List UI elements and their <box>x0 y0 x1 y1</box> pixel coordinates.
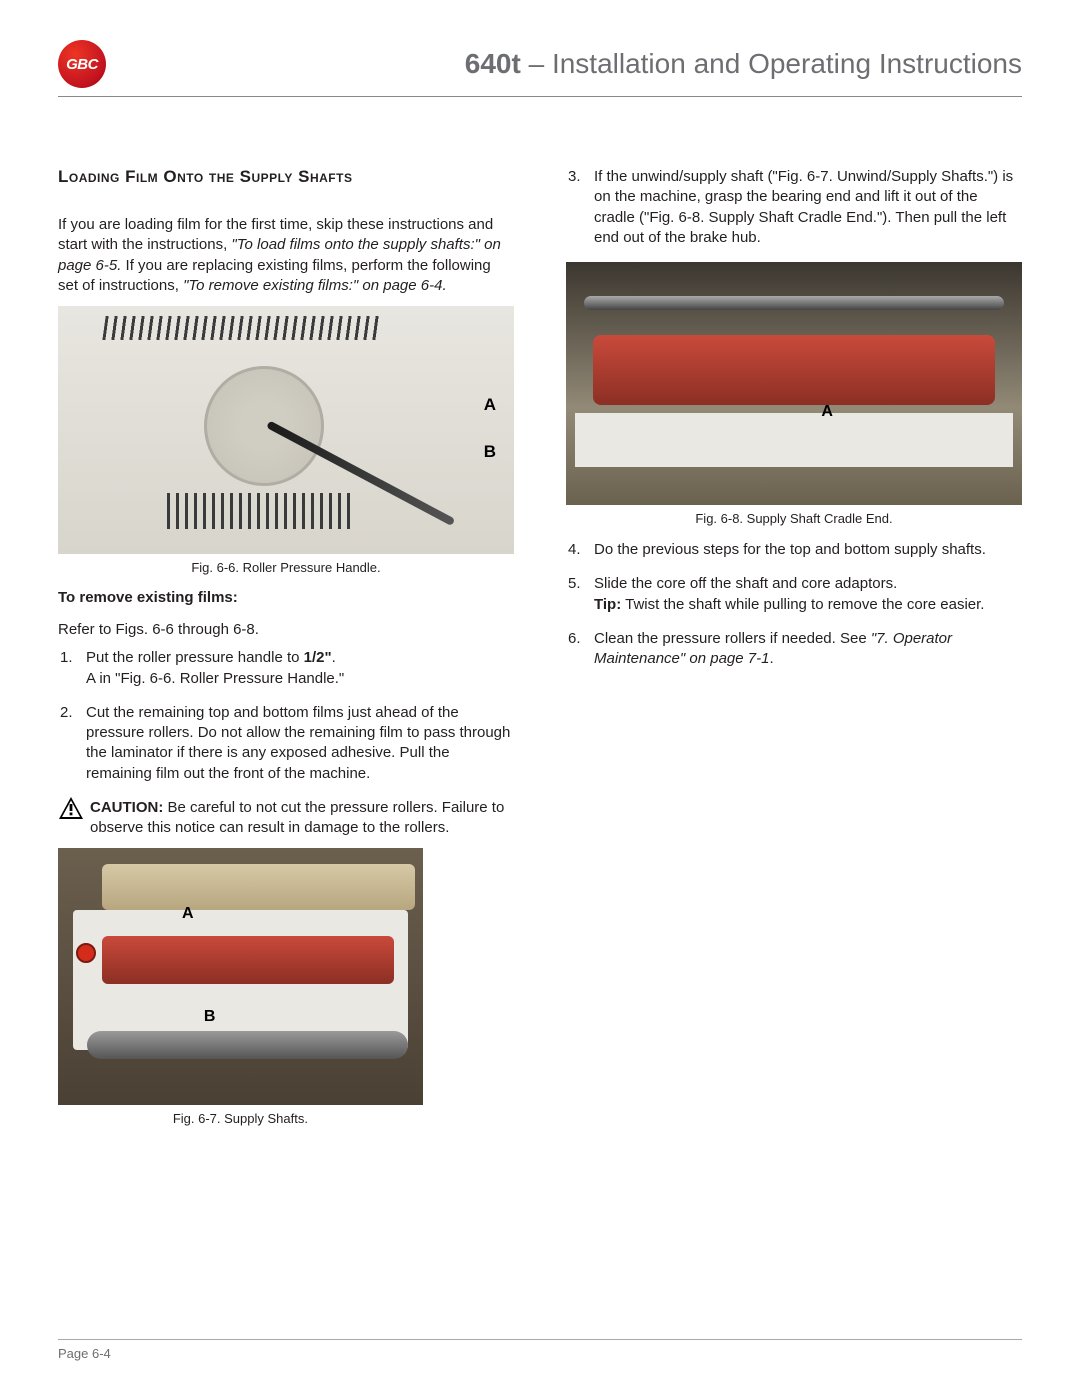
roller-pressure-dial <box>204 366 324 486</box>
label-b: B <box>484 442 496 462</box>
caution-text-wrapper: CAUTION: Be careful to not cut the press… <box>90 798 514 839</box>
tip-text: Twist the shaft while pulling to remove … <box>621 596 984 613</box>
step-6: Clean the pressure rollers if needed. Se… <box>566 629 1022 670</box>
step-5-pre: Slide the core off the shaft and core ad… <box>594 575 897 592</box>
label-a: A <box>182 905 194 923</box>
steps-list-left: Put the roller pressure handle to 1/2". … <box>58 648 514 784</box>
supply-shaft <box>584 296 1004 310</box>
label-a: A <box>821 403 833 421</box>
step-4: Do the previous steps for the top and bo… <box>566 540 1022 560</box>
step-1: Put the roller pressure handle to 1/2". … <box>58 648 514 689</box>
step-6-pre: Clean the pressure rollers if needed. Se… <box>594 630 871 647</box>
red-roller <box>593 335 994 405</box>
step-1-pre: Put the roller pressure handle to <box>86 649 304 666</box>
figure-6-6-caption: Fig. 6-6. Roller Pressure Handle. <box>58 560 514 575</box>
gbc-logo: GBC <box>58 40 106 88</box>
figure-6-6: A B Fig. 6-6. Roller Pressure Handle. <box>58 306 514 575</box>
label-a: A <box>484 395 496 415</box>
left-column: Loading Film Onto the Supply Shafts If y… <box>58 167 514 1140</box>
supply-roll <box>102 864 416 910</box>
intro-paragraph: If you are loading film for the first ti… <box>58 215 514 296</box>
step-1-bold: 1/2" <box>304 649 332 666</box>
figure-6-8-image: A <box>566 262 1022 505</box>
figure-6-6-image: A B <box>58 306 514 554</box>
caution-label: CAUTION: <box>90 799 163 816</box>
step-3: If the unwind/supply shaft ("Fig. 6-7. U… <box>566 167 1022 248</box>
red-roller <box>102 936 394 984</box>
vents-top <box>102 316 379 340</box>
header-sep: – <box>521 48 552 79</box>
doc-title: Installation and Operating Instructions <box>552 48 1022 79</box>
model-number: 640t <box>465 48 521 79</box>
right-column: If the unwind/supply shaft ("Fig. 6-7. U… <box>566 167 1022 1140</box>
header-title: 640t – Installation and Operating Instru… <box>465 48 1022 80</box>
figure-6-8-caption: Fig. 6-8. Supply Shaft Cradle End. <box>566 511 1022 526</box>
section-heading: Loading Film Onto the Supply Shafts <box>58 167 514 187</box>
intro-ref2: "To remove existing films:" on page 6-4. <box>183 277 447 294</box>
gray-shaft <box>87 1031 408 1059</box>
content-columns: Loading Film Onto the Supply Shafts If y… <box>58 167 1022 1140</box>
vents-bottom <box>167 493 349 529</box>
page-header: GBC 640t – Installation and Operating In… <box>58 40 1022 97</box>
logo-text: GBC <box>66 56 98 73</box>
caution-icon <box>58 796 84 820</box>
subheading-remove-films: To remove existing films: <box>58 589 514 606</box>
step-5: Slide the core off the shaft and core ad… <box>566 574 1022 615</box>
figure-6-8: A Fig. 6-8. Supply Shaft Cradle End. <box>566 262 1022 526</box>
steps-list-right-a: If the unwind/supply shaft ("Fig. 6-7. U… <box>566 167 1022 248</box>
figure-6-7-caption: Fig. 6-7. Supply Shafts. <box>58 1111 423 1126</box>
label-b: B <box>204 1008 216 1026</box>
step-2: Cut the remaining top and bottom films j… <box>58 703 514 784</box>
figure-6-7: A B Fig. 6-7. Supply Shafts. <box>58 848 514 1126</box>
caution-block: CAUTION: Be careful to not cut the press… <box>58 798 514 839</box>
page-number: Page 6-4 <box>58 1339 1022 1361</box>
steps-list-right-b: Do the previous steps for the top and bo… <box>566 540 1022 669</box>
refer-figs: Refer to Figs. 6-6 through 6-8. <box>58 620 514 640</box>
step-6-post: . <box>769 650 773 667</box>
tip-label: Tip: <box>594 596 621 613</box>
machine-frame <box>575 413 1013 467</box>
figure-6-7-image: A B <box>58 848 423 1105</box>
